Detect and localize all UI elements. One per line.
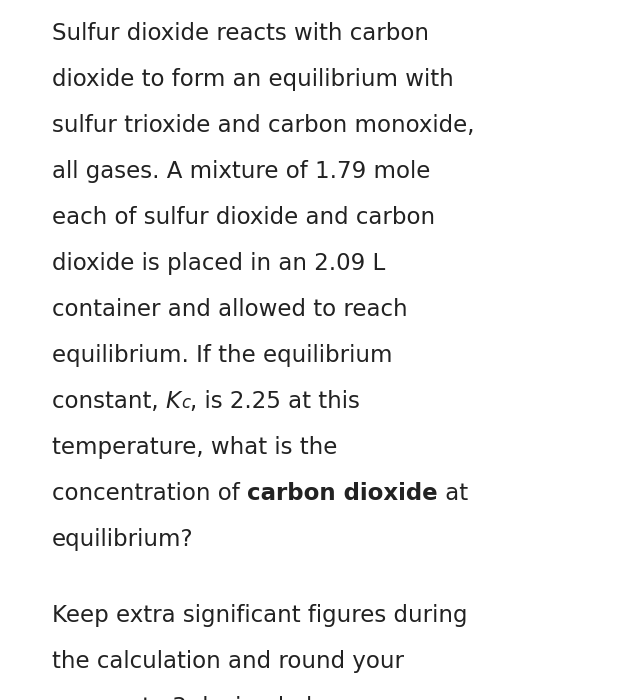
- Text: carbon dioxide: carbon dioxide: [247, 482, 438, 505]
- Text: dioxide is placed in an 2.09 L: dioxide is placed in an 2.09 L: [52, 252, 385, 275]
- Text: constant,: constant,: [52, 390, 166, 413]
- Text: the calculation and round your: the calculation and round your: [52, 650, 404, 673]
- Text: temperature, what is the: temperature, what is the: [52, 436, 337, 459]
- Text: dioxide to form an equilibrium with: dioxide to form an equilibrium with: [52, 68, 454, 91]
- Text: equilibrium. If the equilibrium: equilibrium. If the equilibrium: [52, 344, 392, 367]
- Text: sulfur trioxide and carbon monoxide,: sulfur trioxide and carbon monoxide,: [52, 114, 474, 137]
- Text: concentration of: concentration of: [52, 482, 247, 505]
- Text: Keep extra significant figures during: Keep extra significant figures during: [52, 604, 467, 627]
- Text: all gases. A mixture of 1.79 mole: all gases. A mixture of 1.79 mole: [52, 160, 430, 183]
- Text: answer to 3 decimal places.: answer to 3 decimal places.: [52, 696, 372, 700]
- Text: c: c: [181, 393, 190, 412]
- Text: equilibrium?: equilibrium?: [52, 528, 193, 551]
- Text: Sulfur dioxide reacts with carbon: Sulfur dioxide reacts with carbon: [52, 22, 429, 45]
- Text: K: K: [166, 390, 181, 413]
- Text: at: at: [438, 482, 467, 505]
- Text: , is 2.25 at this: , is 2.25 at this: [190, 390, 360, 413]
- Text: each of sulfur dioxide and carbon: each of sulfur dioxide and carbon: [52, 206, 435, 229]
- Text: container and allowed to reach: container and allowed to reach: [52, 298, 407, 321]
